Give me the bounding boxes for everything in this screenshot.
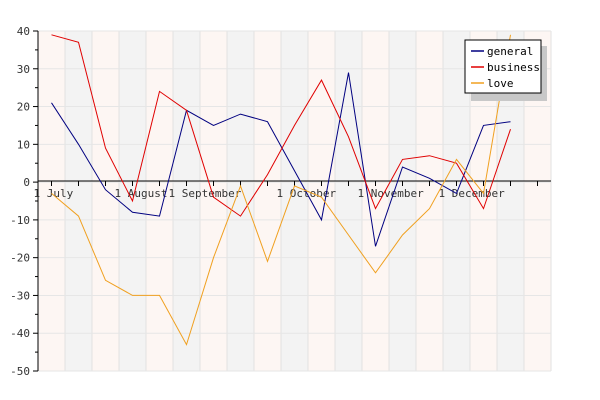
background-bands (38, 31, 551, 371)
background-band (146, 31, 173, 371)
y-tick-label: -40 (10, 327, 30, 340)
series-line-business (51, 34, 511, 217)
background-band (389, 31, 416, 371)
y-tick-label: 40 (17, 25, 30, 38)
background-band (227, 31, 254, 371)
background-band (254, 31, 281, 371)
y-axis-ticks: 40 30 20 10 0 -10 -20 -30 -40 -50 (10, 25, 38, 378)
legend-label-general: general (487, 45, 533, 58)
x-tick-label: 1 December (439, 187, 506, 200)
legend-label-love: love (487, 77, 514, 90)
background-band (281, 31, 308, 371)
background-band (335, 31, 362, 371)
y-tick-label: 20 (17, 101, 30, 114)
background-band (200, 31, 227, 371)
background-band (65, 31, 92, 371)
y-tick-label: 10 (17, 138, 30, 151)
series-line-general (51, 72, 511, 247)
x-tick-label: 1 November (358, 187, 425, 200)
y-tick-label: 30 (17, 63, 30, 76)
background-band (308, 31, 335, 371)
x-tick-label: 1 September (169, 187, 242, 200)
background-band (416, 31, 443, 371)
y-tick-label: 0 (23, 176, 30, 189)
legend-label-business: business (487, 61, 540, 74)
x-tick-label: 1 August (115, 187, 168, 200)
x-tick-label: 1 July (34, 187, 74, 200)
series-line-love (51, 34, 511, 346)
background-band (173, 31, 200, 371)
x-axis-ticks: 1 July 1 August 1 September 1 October 1 Nove… (34, 181, 538, 200)
series-lines (51, 34, 511, 346)
background-band (362, 31, 389, 371)
y-tick-label: -20 (10, 252, 30, 265)
legend: general business love (464, 39, 547, 101)
y-tick-label: -50 (10, 365, 30, 378)
grid-lines (37, 30, 552, 372)
y-tick-label: -30 (10, 289, 30, 302)
y-tick-label: -10 (10, 214, 30, 227)
background-band (92, 31, 119, 371)
